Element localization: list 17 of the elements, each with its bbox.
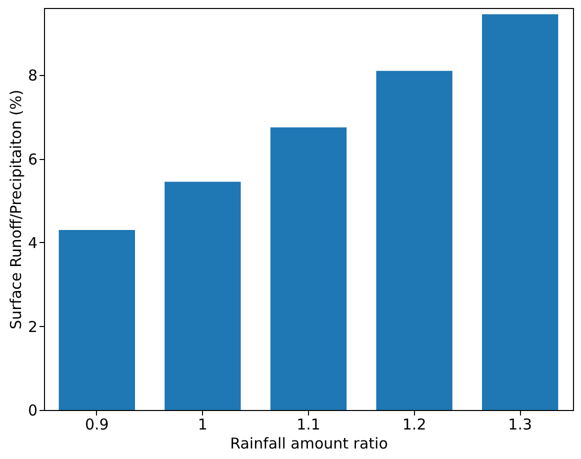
x-tick-label: 1.3	[508, 416, 532, 434]
bar	[164, 182, 241, 410]
y-tick-label: 0	[28, 402, 38, 420]
y-axis-title: Surface Runoff/Precipitaiton (%)	[6, 90, 25, 330]
bar	[270, 127, 347, 410]
y-tick-label: 2	[28, 318, 38, 336]
x-axis-title: Rainfall amount ratio	[230, 434, 388, 452]
y-tick-label: 4	[28, 234, 38, 252]
bar	[58, 230, 135, 410]
x-tick-label: 1	[198, 416, 208, 434]
bar	[376, 70, 452, 410]
x-tick-label: 0.9	[84, 416, 109, 434]
x-tick-label: 1.1	[296, 416, 320, 434]
y-tick-label: 6	[28, 150, 38, 168]
bar	[482, 14, 558, 410]
x-tick-label: 1.2	[402, 416, 426, 434]
y-tick-label: 8	[28, 66, 38, 84]
